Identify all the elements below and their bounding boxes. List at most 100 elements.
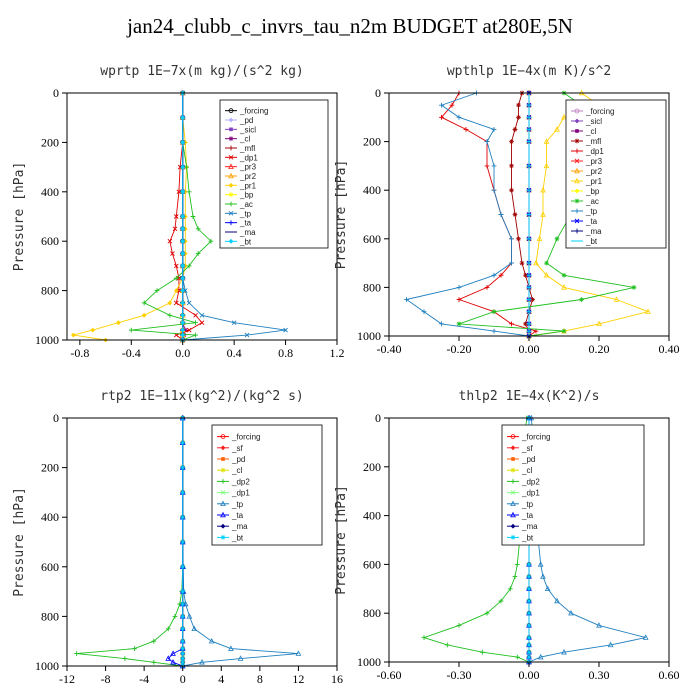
- data-point: [404, 297, 409, 302]
- x-tick-label: -0.8: [70, 346, 89, 360]
- legend-label: _forcing: [521, 433, 550, 442]
- data-point: [444, 642, 450, 648]
- legend-label: _pr2: [239, 172, 257, 181]
- data-point: [439, 102, 444, 108]
- data-point: [574, 228, 580, 234]
- data-point: [173, 288, 179, 293]
- data-point: [526, 649, 532, 655]
- data-point: [514, 654, 520, 660]
- data-point: [220, 490, 226, 495]
- legend-label: _dp1: [231, 489, 250, 498]
- x-tick-label: 0.20: [589, 342, 610, 356]
- legend-label: _forcing: [239, 107, 268, 116]
- legend: _forcing _sf _pd _cl _dp2 _dp1 _tp _ta _ma _bt: [501, 424, 645, 546]
- data-point: [180, 140, 186, 145]
- data-point: [479, 649, 485, 655]
- data-point: [141, 312, 147, 318]
- data-point: [631, 285, 637, 290]
- series-line: [528, 92, 650, 337]
- data-point: [180, 164, 186, 170]
- data-point: [182, 140, 188, 145]
- legend-label: _pr1: [585, 177, 603, 186]
- series-tp: [404, 90, 532, 339]
- data-point: [491, 163, 497, 169]
- data-point: [491, 187, 497, 193]
- legend-label: _dp1: [585, 147, 604, 156]
- x-tick-label: 0.8: [278, 346, 293, 360]
- legend-label: _pd: [521, 455, 535, 464]
- data-point: [516, 102, 521, 108]
- data-point: [507, 586, 513, 592]
- legend-label: _cl: [231, 466, 242, 475]
- data-point: [180, 300, 186, 306]
- data-point: [574, 167, 580, 174]
- x-tick-label: 0.00: [519, 342, 540, 356]
- plot-frame: [66, 92, 338, 341]
- data-point: [199, 312, 205, 318]
- data-point: [439, 321, 444, 327]
- data-point: [526, 642, 532, 648]
- data-point: [526, 610, 532, 616]
- data-point: [484, 610, 490, 616]
- data-point: [220, 445, 226, 451]
- data-point: [199, 659, 205, 665]
- data-point: [208, 238, 214, 244]
- data-point: [510, 511, 516, 518]
- data-point: [229, 127, 233, 132]
- data-point: [228, 117, 234, 123]
- data-point: [167, 312, 173, 318]
- legend-label: _ta: [585, 217, 598, 226]
- data-point: [421, 309, 427, 315]
- data-point: [456, 114, 462, 120]
- chart-panel-1: wprtp 1E−7x(m kg)/(s^2 kg) Pressure [hPa]…: [12, 64, 345, 360]
- legend-label: _pr3: [239, 163, 257, 172]
- data-point: [561, 328, 567, 334]
- legend-box: [211, 424, 323, 546]
- data-point: [195, 251, 201, 256]
- data-point: [510, 434, 516, 440]
- data-point: [180, 226, 186, 232]
- data-point: [540, 573, 546, 579]
- x-tick-label: -0.20: [447, 342, 472, 356]
- y-tick-label: 800: [41, 609, 59, 623]
- data-point: [90, 327, 96, 333]
- legend-label: _mfl: [239, 144, 255, 153]
- x-tick-label: -0.40: [377, 342, 402, 356]
- y-axis-label: Pressure [hPa]: [334, 485, 349, 595]
- y-axis-label: Pressure [hPa]: [334, 160, 349, 270]
- x-tick-label: 1.2: [330, 346, 345, 360]
- y-tick-label: 400: [363, 183, 381, 197]
- chart-panel-3: rtp2 1E−11x(kg^2)/(kg^2 s) Pressure [hPa]…: [12, 389, 343, 686]
- legend-label: _pr2: [585, 167, 603, 176]
- data-point: [172, 614, 178, 619]
- data-point: [186, 189, 192, 195]
- data-point: [510, 479, 516, 484]
- data-point: [514, 562, 520, 567]
- data-point: [510, 535, 516, 540]
- data-point: [180, 589, 186, 594]
- data-point: [220, 511, 226, 518]
- data-point: [574, 218, 580, 224]
- legend-label: _ac: [585, 197, 599, 206]
- data-point: [180, 327, 186, 333]
- data-point: [543, 271, 550, 278]
- data-point: [180, 275, 186, 281]
- data-point: [484, 285, 490, 290]
- data-point: [510, 445, 516, 451]
- panel-title: thlp2 1E−4x(K^2)/s: [459, 389, 600, 404]
- legend-label: _bt: [231, 533, 244, 542]
- data-point: [512, 127, 518, 132]
- data-point: [613, 296, 620, 302]
- legend-label: _pd: [231, 455, 245, 464]
- series-bt: [526, 92, 532, 337]
- data-point: [190, 214, 196, 219]
- y-tick-label: 600: [363, 232, 381, 246]
- data-point: [180, 659, 186, 665]
- data-point: [543, 162, 550, 169]
- data-point: [554, 236, 560, 242]
- data-point: [170, 251, 175, 256]
- legend-label: _dp2: [231, 477, 250, 486]
- data-point: [180, 656, 186, 661]
- data-point: [228, 145, 234, 151]
- data-point: [498, 598, 504, 604]
